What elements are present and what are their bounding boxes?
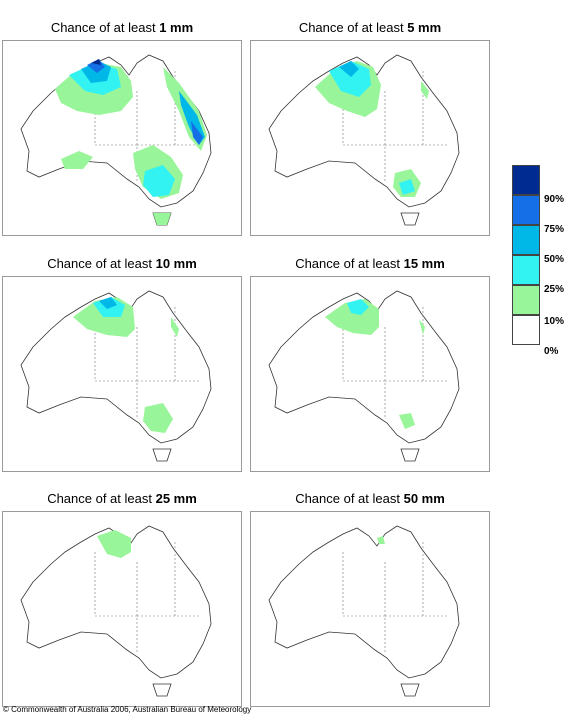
panel-title: Chance of at least 50 mm <box>295 491 445 506</box>
australia-map <box>2 511 242 707</box>
australia-map <box>250 276 490 472</box>
legend-swatch-90-100 <box>512 165 540 195</box>
copyright-notice: © Commonwealth of Australia 2006, Austra… <box>3 705 252 714</box>
panel-title: Chance of at least 15 mm <box>295 256 445 271</box>
legend-swatch-50-75 <box>512 225 540 255</box>
legend-swatch-0-10 <box>512 315 540 345</box>
legend-label-50: 50% <box>544 254 565 265</box>
legend-label-0: 0% <box>544 346 559 357</box>
australia-map <box>2 40 242 236</box>
legend-swatch-25-50 <box>512 255 540 285</box>
australia-map <box>250 511 490 707</box>
panel-title: Chance of at least 1 mm <box>50 20 194 35</box>
australia-map <box>250 40 490 236</box>
legend-label-90: 90% <box>544 194 565 205</box>
panel-title: Chance of at least 5 mm <box>298 20 442 35</box>
legend-label-25: 25% <box>544 284 565 295</box>
australia-map <box>2 276 242 472</box>
legend-label-75: 75% <box>544 224 565 235</box>
legend-label-10: 10% <box>544 316 565 327</box>
legend-swatch-10-25 <box>512 285 540 315</box>
legend-swatch-75-90 <box>512 195 540 225</box>
probability-legend: 90% 75% 50% 25% 10% 0% <box>512 165 570 357</box>
panel-title: Chance of at least 10 mm <box>47 256 197 271</box>
panel-title: Chance of at least 25 mm <box>47 491 197 506</box>
